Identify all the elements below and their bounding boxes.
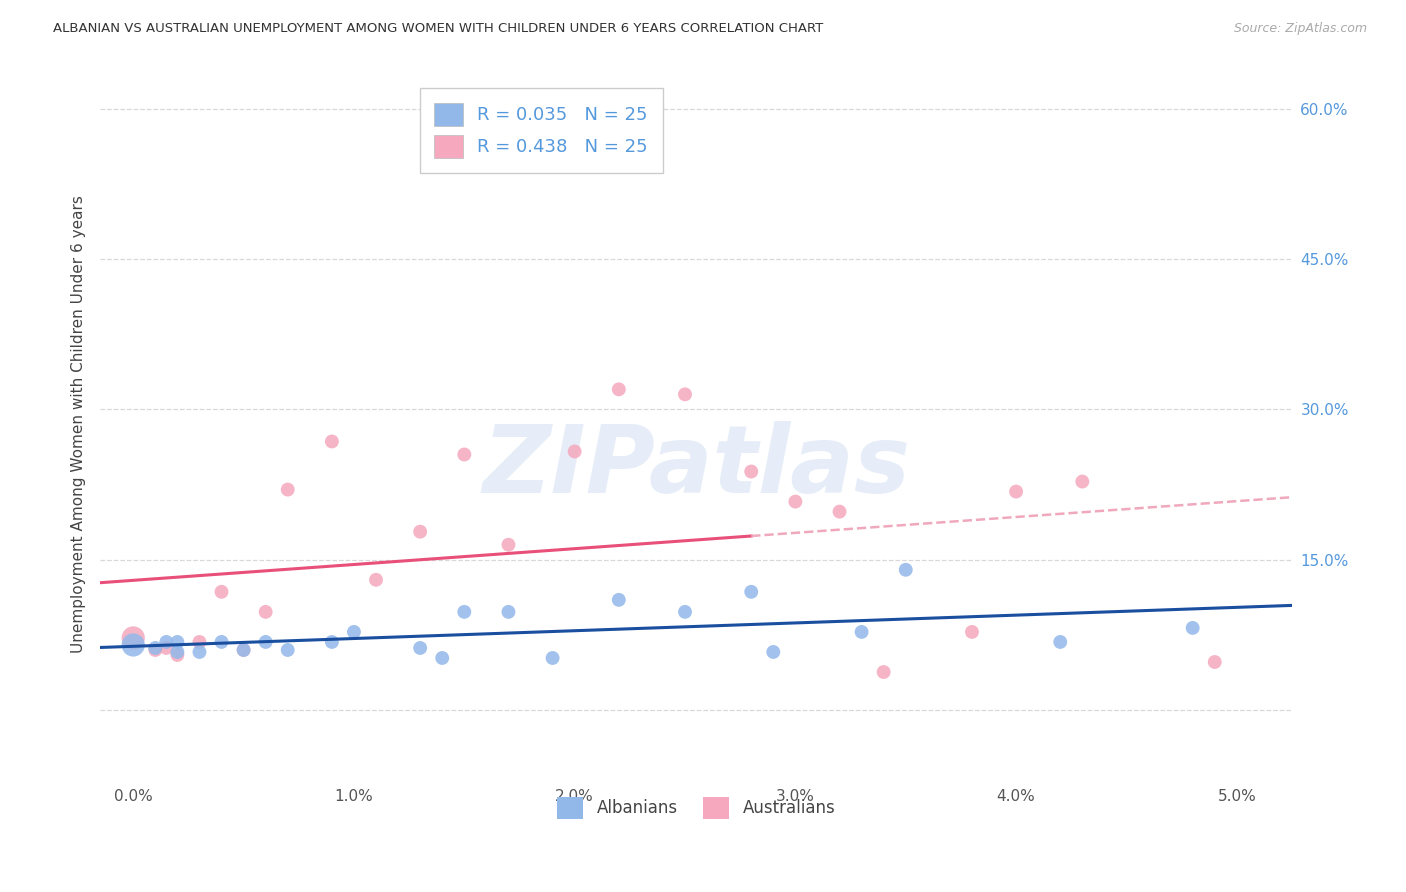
Point	[851, 624, 873, 639]
Text: Source: ZipAtlas.com: Source: ZipAtlas.com	[1233, 22, 1367, 36]
Point	[254, 635, 277, 649]
Point	[1071, 475, 1094, 489]
Point	[1181, 621, 1204, 635]
Point	[872, 665, 894, 679]
Point	[232, 643, 254, 657]
Legend: Albanians, Australians: Albanians, Australians	[550, 790, 842, 825]
Point	[122, 631, 145, 645]
Point	[409, 640, 432, 655]
Point	[166, 635, 188, 649]
Point	[188, 635, 211, 649]
Point	[155, 635, 177, 649]
Point	[277, 643, 299, 657]
Point	[1049, 635, 1071, 649]
Point	[673, 387, 696, 401]
Point	[343, 624, 366, 639]
Point	[211, 584, 233, 599]
Point	[155, 640, 177, 655]
Point	[607, 382, 630, 396]
Point	[143, 640, 166, 655]
Point	[432, 651, 454, 665]
Point	[232, 643, 254, 657]
Text: ZIPatlas: ZIPatlas	[482, 421, 910, 513]
Point	[740, 584, 762, 599]
Point	[894, 563, 917, 577]
Point	[453, 605, 475, 619]
Point	[321, 635, 343, 649]
Point	[166, 645, 188, 659]
Point	[541, 651, 564, 665]
Point	[960, 624, 983, 639]
Point	[564, 444, 586, 458]
Point	[166, 648, 188, 662]
Point	[211, 635, 233, 649]
Point	[143, 643, 166, 657]
Point	[785, 494, 807, 508]
Y-axis label: Unemployment Among Women with Children Under 6 years: Unemployment Among Women with Children U…	[72, 195, 86, 653]
Point	[673, 605, 696, 619]
Point	[1005, 484, 1028, 499]
Point	[498, 538, 520, 552]
Point	[409, 524, 432, 539]
Point	[122, 638, 145, 652]
Point	[188, 645, 211, 659]
Point	[1204, 655, 1226, 669]
Point	[277, 483, 299, 497]
Point	[364, 573, 387, 587]
Point	[453, 448, 475, 462]
Point	[762, 645, 785, 659]
Point	[740, 465, 762, 479]
Point	[254, 605, 277, 619]
Text: ALBANIAN VS AUSTRALIAN UNEMPLOYMENT AMONG WOMEN WITH CHILDREN UNDER 6 YEARS CORR: ALBANIAN VS AUSTRALIAN UNEMPLOYMENT AMON…	[53, 22, 824, 36]
Point	[828, 505, 851, 519]
Point	[607, 592, 630, 607]
Point	[321, 434, 343, 449]
Point	[498, 605, 520, 619]
